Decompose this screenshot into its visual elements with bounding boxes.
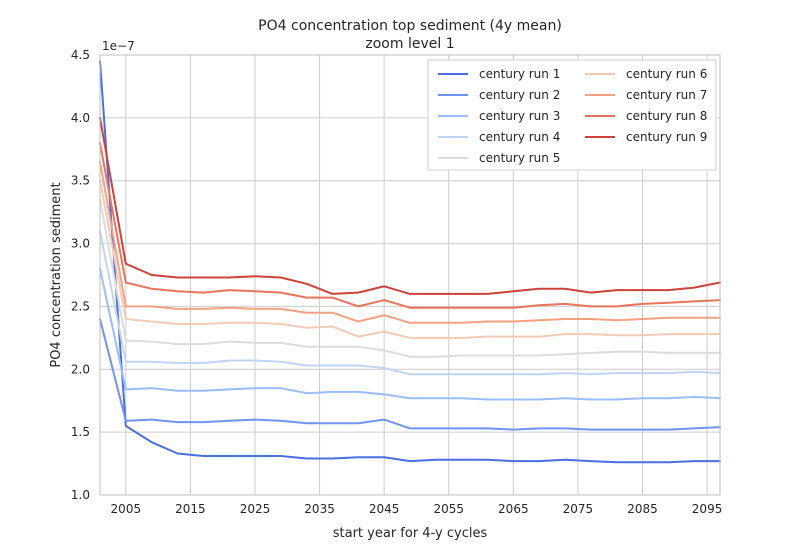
series-line-5 xyxy=(99,198,721,358)
x-tick-label: 2005 xyxy=(111,502,142,516)
x-axis-label: start year for 4-y cycles xyxy=(333,526,488,541)
legend-label-3: century run 3 xyxy=(479,109,560,123)
series-line-2 xyxy=(99,318,721,431)
chart-title: PO4 concentration top sediment (4y mean) xyxy=(258,18,562,34)
y-offset-label: 1e−7 xyxy=(102,39,135,53)
y-tick-label: 4.5 xyxy=(71,48,90,62)
legend: century run 1 century run 2 century run 3 c… xyxy=(427,59,717,171)
y-tick-label: 1.5 xyxy=(71,425,90,439)
chart-subtitle: zoom level 1 xyxy=(365,36,454,52)
x-tick-label: 2045 xyxy=(369,502,400,516)
legend-label-9: century run 9 xyxy=(626,130,707,144)
y-tick-label: 1.0 xyxy=(71,488,90,502)
x-tick-label: 2015 xyxy=(175,502,206,516)
y-tick-label: 3.5 xyxy=(71,174,90,188)
x-tick-label: 2085 xyxy=(627,502,658,516)
x-tick-label: 2055 xyxy=(433,502,464,516)
x-tick-label: 2035 xyxy=(304,502,335,516)
series-line-8 xyxy=(99,142,721,309)
series-line-6 xyxy=(99,179,721,339)
legend-label-7: century run 7 xyxy=(626,88,707,102)
plot-frame xyxy=(99,54,721,496)
y-tick-label: 2.5 xyxy=(71,299,90,313)
series-line-7 xyxy=(99,160,721,324)
x-tick-label: 2065 xyxy=(498,502,529,516)
series-line-3 xyxy=(99,267,721,401)
legend-label-2: century run 2 xyxy=(479,88,560,102)
legend-label-1: century run 1 xyxy=(479,67,560,81)
legend-label-6: century run 6 xyxy=(626,67,707,81)
y-tick-label: 4.0 xyxy=(71,111,90,125)
series-line-1 xyxy=(99,60,721,464)
y-tick-labels: 1.0 1.5 2.0 2.5 3.0 3.5 4.0 4.5 xyxy=(71,48,90,502)
y-tick-label: 2.0 xyxy=(71,362,90,376)
x-tick-label: 2095 xyxy=(692,502,723,516)
x-tick-label: 2075 xyxy=(563,502,594,516)
legend-label-4: century run 4 xyxy=(479,130,560,144)
x-tick-label: 2025 xyxy=(240,502,271,516)
y-axis-label: PO4 concentration sediment xyxy=(49,182,64,367)
y-tick-label: 3.0 xyxy=(71,237,90,251)
x-tick-labels: 2005 2015 2025 2035 2045 2055 2065 2075 2085 2095 xyxy=(111,502,723,516)
legend-label-5: century run 5 xyxy=(479,151,560,165)
legend-box xyxy=(427,59,717,171)
legend-label-8: century run 8 xyxy=(626,109,707,123)
series-line-4 xyxy=(99,230,721,376)
series-lines xyxy=(99,60,721,464)
series-line-9 xyxy=(99,116,721,295)
